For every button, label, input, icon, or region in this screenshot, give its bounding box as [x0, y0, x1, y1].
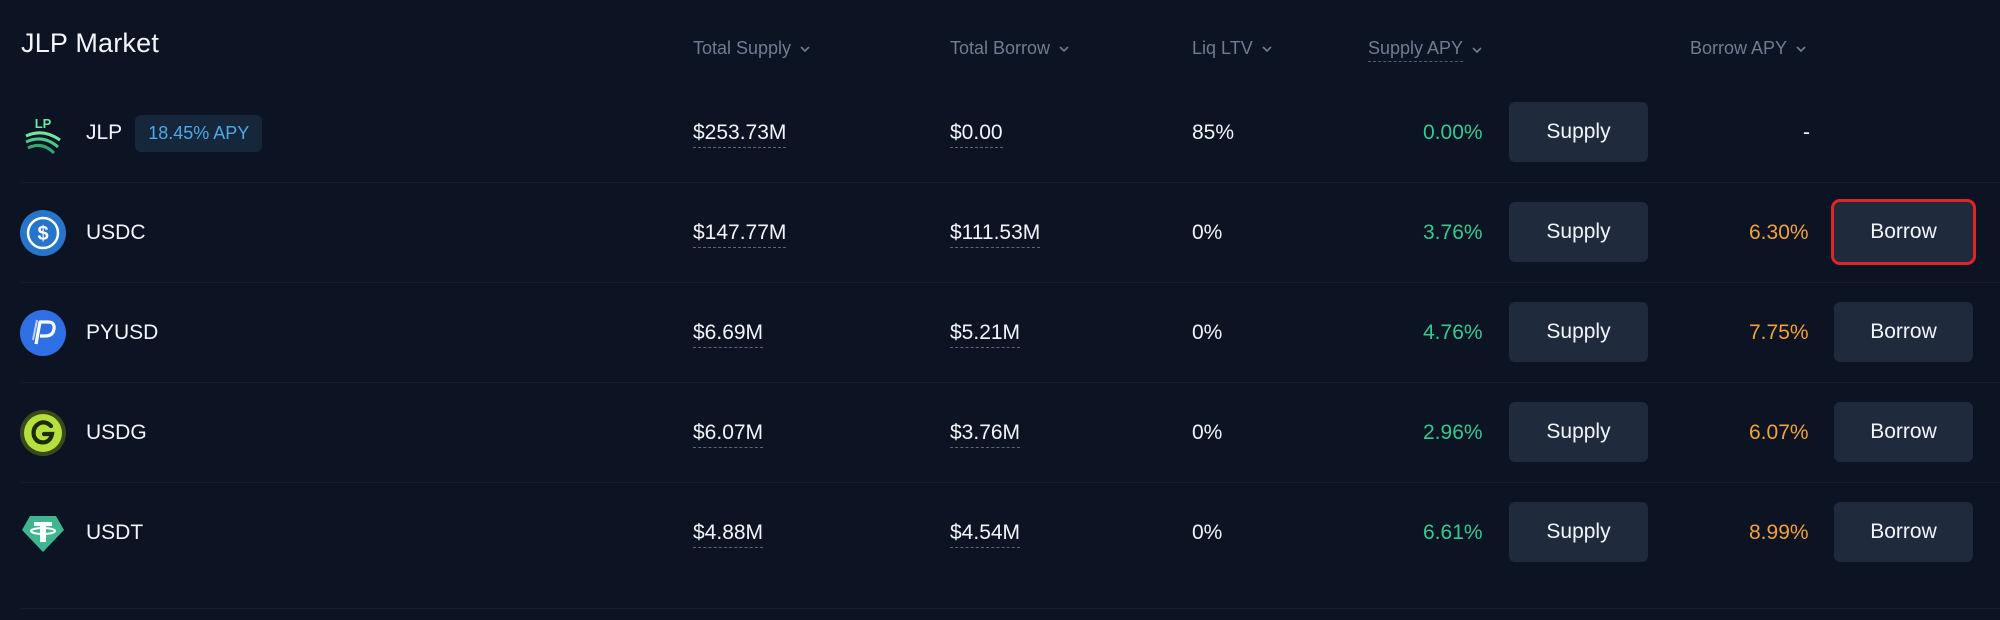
- table-row-usdt[interactable]: USDT $4.88M $4.54M 0% 6.61% Supply 8.99%…: [0, 483, 2000, 583]
- pyusd-token-icon: [20, 310, 66, 356]
- chevron-down-icon: [1472, 47, 1482, 54]
- usdc-token-icon: $: [20, 210, 66, 256]
- asset-symbol: JLP: [86, 121, 123, 144]
- total-supply-value[interactable]: $253.73M: [693, 121, 787, 148]
- borrow-button[interactable]: Borrow: [1831, 199, 1976, 265]
- borrow-apy-value: 6.30%: [1749, 221, 1809, 244]
- asset-symbol: USDG: [86, 421, 147, 444]
- column-header-label: Borrow APY: [1690, 38, 1788, 58]
- total-supply-value[interactable]: $147.77M: [693, 221, 787, 248]
- column-header-label: Total Supply: [693, 38, 792, 58]
- supply-apy-value: 6.61%: [1423, 521, 1483, 544]
- chevron-down-icon: [1262, 45, 1272, 52]
- supply-button[interactable]: Supply: [1509, 402, 1648, 462]
- borrow-button[interactable]: Borrow: [1834, 302, 1973, 362]
- borrow-apy-value: -: [1803, 121, 1810, 144]
- column-header-supply-apy[interactable]: Supply APY: [1368, 38, 1483, 62]
- asset-symbol: USDT: [86, 521, 144, 544]
- asset-cell: USDT: [20, 510, 143, 556]
- total-supply-value[interactable]: $6.69M: [693, 321, 764, 348]
- supply-apy-value: 0.00%: [1423, 121, 1483, 144]
- borrow-apy-value: 7.75%: [1749, 321, 1809, 344]
- table-bottom-divider: [21, 608, 2000, 609]
- supply-apy-value: 3.76%: [1423, 221, 1483, 244]
- usdt-token-icon: [20, 510, 66, 556]
- total-supply-value[interactable]: $4.88M: [693, 521, 764, 548]
- row-divider: [21, 482, 2000, 483]
- total-borrow-value[interactable]: $111.53M: [950, 221, 1041, 248]
- liq-ltv-value: 0%: [1192, 421, 1223, 444]
- asset-symbol: USDC: [86, 221, 146, 244]
- borrow-button[interactable]: Borrow: [1834, 502, 1973, 562]
- total-borrow-value[interactable]: $5.21M: [950, 321, 1021, 348]
- total-borrow-value[interactable]: $3.76M: [950, 421, 1021, 448]
- column-header-total-borrow[interactable]: Total Borrow: [950, 38, 1070, 59]
- liq-ltv-value: 0%: [1192, 321, 1223, 344]
- column-header-label: Total Borrow: [950, 38, 1051, 58]
- row-divider: [21, 382, 2000, 383]
- chevron-down-icon: [1059, 45, 1069, 52]
- liq-ltv-value: 85%: [1192, 121, 1235, 144]
- liq-ltv-value: 0%: [1192, 221, 1223, 244]
- borrow-apy-value: 6.07%: [1749, 421, 1809, 444]
- supply-button[interactable]: Supply: [1509, 202, 1648, 262]
- liq-ltv-value: 0%: [1192, 521, 1223, 544]
- borrow-apy-value: 8.99%: [1749, 521, 1809, 544]
- table-row-jlp[interactable]: LP JLP 18.45% APY $253.73M $0.00 85% 0.0…: [0, 83, 2000, 183]
- asset-cell: USDG: [20, 410, 147, 456]
- table-row-usdc[interactable]: $ USDC $147.77M $111.53M 0% 3.76% Supply…: [0, 183, 2000, 283]
- total-borrow-value[interactable]: $4.54M: [950, 521, 1021, 548]
- row-divider: [21, 282, 2000, 283]
- column-header-label: Liq LTV: [1192, 38, 1253, 58]
- asset-cell: PYUSD: [20, 310, 158, 356]
- table-row-usdg[interactable]: USDG $6.07M $3.76M 0% 2.96% Supply 6.07%…: [0, 383, 2000, 483]
- asset-cell: $ USDC: [20, 210, 146, 256]
- asset-cell: LP JLP 18.45% APY: [20, 110, 263, 156]
- apy-badge: 18.45% APY: [135, 114, 263, 152]
- supply-button[interactable]: Supply: [1509, 102, 1648, 162]
- column-header-label: Supply APY: [1368, 38, 1464, 62]
- svg-text:LP: LP: [35, 116, 52, 131]
- chevron-down-icon: [800, 45, 810, 52]
- chevron-down-icon: [1796, 45, 1806, 52]
- column-header-total-supply[interactable]: Total Supply: [693, 38, 811, 59]
- supply-button[interactable]: Supply: [1509, 302, 1648, 362]
- svg-text:$: $: [37, 223, 48, 245]
- total-supply-value[interactable]: $6.07M: [693, 421, 764, 448]
- total-borrow-value[interactable]: $0.00: [950, 121, 1003, 148]
- table-row-pyusd[interactable]: PYUSD $6.69M $5.21M 0% 4.76% Supply 7.75…: [0, 283, 2000, 383]
- asset-symbol: PYUSD: [86, 321, 159, 344]
- supply-apy-value: 2.96%: [1423, 421, 1483, 444]
- column-header-liq-ltv[interactable]: Liq LTV: [1192, 38, 1273, 59]
- jlp-token-icon: LP: [20, 110, 66, 156]
- column-header-borrow-apy[interactable]: Borrow APY: [1690, 38, 1807, 59]
- usdg-token-icon: [20, 410, 66, 456]
- row-divider: [21, 182, 2000, 183]
- supply-button[interactable]: Supply: [1509, 502, 1648, 562]
- supply-apy-value: 4.76%: [1423, 321, 1483, 344]
- borrow-button[interactable]: Borrow: [1834, 402, 1973, 462]
- market-title: JLP Market: [21, 28, 160, 58]
